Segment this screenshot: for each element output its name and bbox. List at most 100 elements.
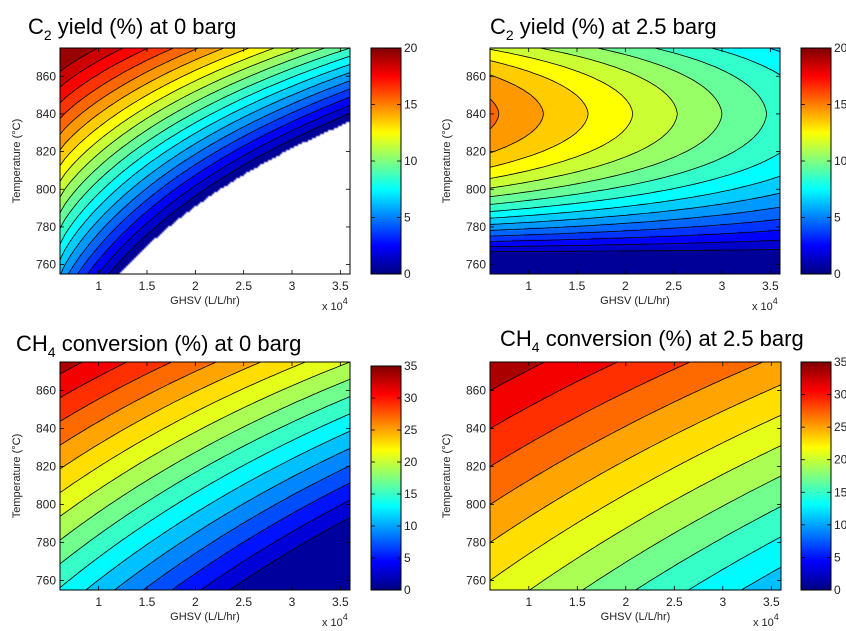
x-tick-label: 1 [95,595,102,609]
x-axis-label: GHSV (L/L/hr) [600,295,670,307]
colorbar [801,48,831,274]
y-tick-label: 820 [36,460,56,474]
x-tick-label: 2 [192,595,199,609]
contour-line [59,47,300,198]
x-tick-label: 2 [622,595,629,609]
y-tick-label: 780 [36,220,56,234]
y-tick-label: 860 [36,69,56,83]
colorbar-tick-label: 10 [404,519,418,533]
y-axis-label: Temperature (°C) [11,119,23,203]
contour-line [59,361,128,398]
y-tick-label: 840 [36,422,56,436]
y-tick-label: 760 [466,258,486,272]
contour-line [489,192,781,225]
colorbar-tick-label: 20 [834,41,846,55]
contour-line [59,47,124,88]
y-axis-label: Temperature (°C) [441,434,453,518]
colorbar-frame [800,361,832,591]
panel-title: C2 yield (%) at 2.5 barg [490,14,717,43]
x-tick-label: 2 [622,279,629,293]
contour-line [489,47,678,189]
colorbar-tick-label: 0 [834,583,841,597]
contour-line [59,361,306,493]
colorbar-tick-label: 5 [404,211,411,225]
colorbar-tick-label: 0 [404,267,411,281]
x-tick-label: 3.5 [763,595,780,609]
colorbar-tick-label: 15 [834,485,846,499]
colorbar [801,362,831,590]
panel-1: C2 yield (%) at 0 barg 1 1.5 2 2.5 3 3.5 760 780… [11,14,418,313]
x-tick-label: 1 [95,279,102,293]
contour-line [529,445,782,591]
colorbar-tick-label: 30 [834,388,846,402]
colorbar-tick-label: 5 [404,551,411,565]
contour-line [59,413,351,588]
plot-frame [489,47,781,275]
y-tick-label: 860 [466,69,486,83]
y-tick-label: 860 [36,384,56,398]
x-tick-label: 3.5 [762,279,779,293]
y-tick-label: 840 [36,107,56,121]
panel-title: C2 yield (%) at 0 barg [28,14,236,43]
contour-line [489,60,589,168]
y-axis-label: Temperature (°C) [441,119,453,203]
contour-line [59,47,199,135]
colorbar-tick-label: 10 [404,154,418,168]
panel-title: CH4 conversion (%) at 2.5 barg [500,326,804,355]
x-tick-label: 2 [192,279,199,293]
heatmap-fill [60,48,350,274]
y-tick-label: 800 [36,182,56,196]
contour-line [59,361,172,422]
x-multiplier: x 104 [753,612,779,629]
x-tick-label: 1.5 [569,595,586,609]
contour-line [489,206,781,231]
contour-line [59,47,149,104]
contour-line [229,517,351,591]
contour-line [489,218,781,237]
x-tick-label: 3 [719,279,726,293]
x-tick-label: 3 [719,595,726,609]
colorbar-tick-label: 10 [834,518,846,532]
x-tick-label: 2.5 [235,279,252,293]
colorbar-tick-label: 15 [834,98,846,112]
contour-line [143,465,351,591]
heatmap-fill [490,48,780,274]
contour-line [489,47,781,212]
contour-line [200,499,351,591]
x-tick-label: 3.5 [332,279,349,293]
contour-line [489,47,767,205]
contour-line [59,55,351,245]
colorbar-tick-label: 15 [404,487,418,501]
colorbar [371,366,401,590]
y-axis-label: Temperature (°C) [11,434,23,518]
x-multiplier: x 104 [322,612,348,629]
contour-line [489,98,500,130]
contour-line [59,361,351,517]
contour-line [490,249,781,252]
colorbar-tick-label: 35 [404,359,418,373]
y-tick-label: 820 [36,145,56,159]
y-tick-label: 760 [36,574,56,588]
colorbar-frame [370,365,402,591]
contour-line [87,96,351,275]
contour-line [59,361,261,470]
colorbar-tick-label: 25 [834,420,846,434]
x-tick-label: 2.5 [665,279,682,293]
contour-line [489,229,781,242]
colorbar-tick-label: 20 [834,453,846,467]
colorbar-tick-label: 35 [834,355,846,369]
x-axis-label: GHSV (L/L/hr) [601,611,671,623]
contour-line [489,47,723,198]
panel-3: CH4 conversion (%) at 0 barg 1 1.5 2 2.5 3 3.5… [11,331,418,629]
contour-line [68,80,351,275]
contour-line [171,482,351,591]
x-multiplier: x 104 [752,296,778,313]
colorbar-tick-label: 0 [404,583,411,597]
y-tick-label: 840 [466,107,486,121]
colorbar-tick-label: 0 [834,267,841,281]
colorbar-tick-label: 25 [404,423,418,437]
plot-frame [489,361,782,591]
y-tick-label: 820 [466,460,486,474]
colorbar-tick-label: 5 [834,211,841,225]
